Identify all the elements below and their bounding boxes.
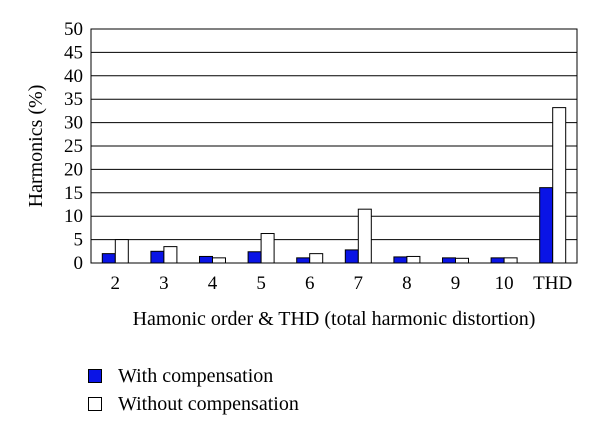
bar-with-compensation [344,249,359,264]
x-tick-label: 10 [495,273,514,294]
legend-label: Without compensation [118,392,299,415]
x-tick-label: 5 [256,273,266,294]
legend: With compensation Without compensation [88,362,299,418]
plot-frame [90,28,578,264]
bar-without-compensation [260,233,275,264]
x-tick-label: 6 [305,273,315,294]
bar-with-compensation [393,256,408,264]
bar-without-compensation [455,257,469,264]
y-axis-label: Harmonics (%) [25,85,47,208]
x-tick-label: 7 [354,273,364,294]
bar-without-compensation [114,239,129,264]
y-tick-label: 50 [64,19,83,40]
bar-with-compensation [101,253,116,264]
y-tick-label: 15 [64,183,83,204]
bar-without-compensation [503,257,518,264]
bar-with-compensation [150,250,165,264]
bar-without-compensation [212,257,226,264]
x-axis-label: Hamonic order & THD (total harmonic dist… [133,308,536,330]
bar-without-compensation [406,255,421,264]
y-tick-label: 45 [64,42,83,63]
x-tick-label: 8 [402,273,412,294]
bars [101,107,567,264]
y-tick-label: 5 [74,230,84,251]
y-tick-label: 40 [64,66,83,87]
legend-swatch-white [88,397,102,411]
y-tick-label: 10 [64,206,83,227]
bar-with-compensation [199,255,213,264]
legend-item-with-compensation: With compensation [88,362,299,390]
x-tick-label: THD [533,273,572,294]
bar-with-compensation [539,187,554,264]
gridlines [91,28,577,241]
x-tick-label: 3 [159,273,169,294]
bar-without-compensation [163,246,178,264]
x-tick-labels: 2 3 4 5 6 7 8 9 10 THD [111,273,573,294]
x-tick-label: 2 [111,273,121,294]
x-tick-label: 4 [208,273,218,294]
legend-label: With compensation [118,364,274,387]
bar-with-compensation [442,257,456,264]
x-tick-label: 9 [451,273,461,294]
y-tick-label: 35 [64,89,83,110]
bar-with-compensation [296,257,311,264]
y-tick-label: 25 [64,136,83,157]
bar-with-compensation [490,257,505,264]
bar-without-compensation [552,107,567,264]
bar-with-compensation [247,251,262,264]
y-tick-label: 30 [64,113,83,134]
bar-without-compensation [309,253,324,264]
y-tick-label: 0 [74,253,84,274]
bar-without-compensation [357,208,372,264]
y-tick-label: 20 [64,159,83,180]
legend-item-without-compensation: Without compensation [88,390,299,418]
legend-swatch-blue [88,369,102,383]
